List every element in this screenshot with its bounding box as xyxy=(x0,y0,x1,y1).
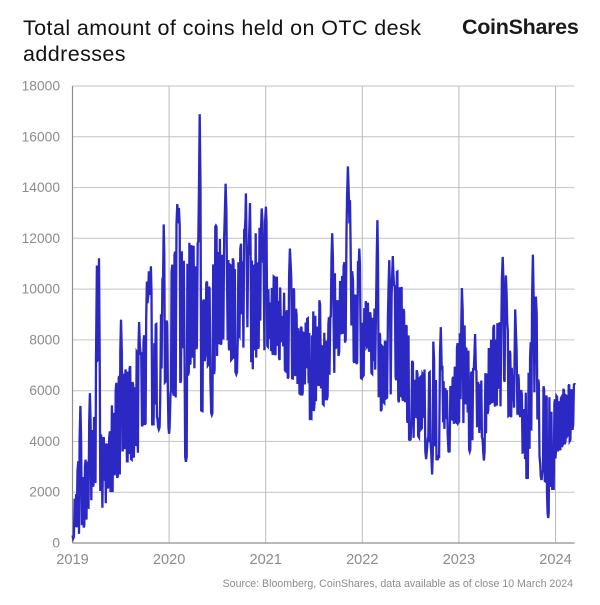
svg-text:12000: 12000 xyxy=(22,231,61,246)
svg-text:16000: 16000 xyxy=(22,129,61,144)
svg-text:8000: 8000 xyxy=(29,332,60,347)
svg-text:14000: 14000 xyxy=(22,180,61,195)
svg-text:6000: 6000 xyxy=(29,383,60,398)
svg-text:2023: 2023 xyxy=(443,552,475,568)
svg-text:2019: 2019 xyxy=(56,552,88,568)
svg-text:18000: 18000 xyxy=(22,79,61,94)
svg-text:10000: 10000 xyxy=(22,282,61,297)
svg-text:0: 0 xyxy=(52,536,60,551)
svg-text:2024: 2024 xyxy=(539,552,571,568)
svg-text:2000: 2000 xyxy=(29,485,60,500)
svg-text:2021: 2021 xyxy=(249,552,281,568)
svg-text:2020: 2020 xyxy=(153,552,185,568)
svg-text:2022: 2022 xyxy=(346,552,378,568)
svg-text:4000: 4000 xyxy=(29,434,60,449)
svg-text:Source: Bloomberg, CoinShares,: Source: Bloomberg, CoinShares, data avai… xyxy=(223,578,573,590)
